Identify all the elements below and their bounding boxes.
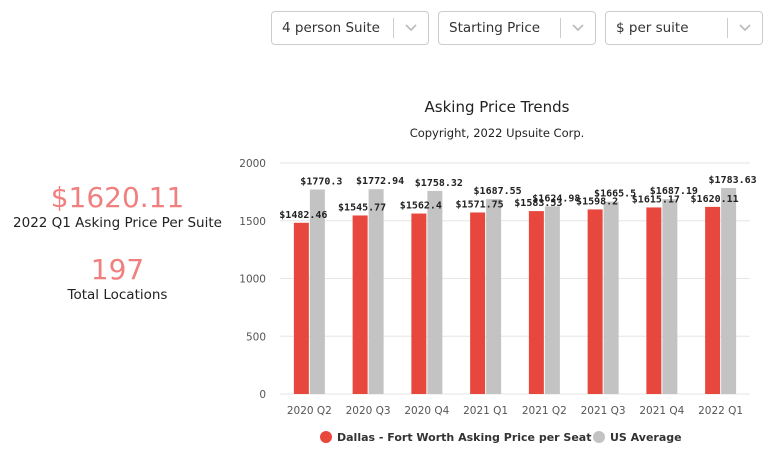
x-tick-label: 2021 Q2 bbox=[522, 405, 567, 417]
data-label: $1624.98 bbox=[532, 193, 580, 204]
asking-price-chart: Asking Price Trends Copyright, 2022 Upsu… bbox=[239, 98, 756, 444]
data-label: $1598.2 bbox=[576, 196, 618, 207]
x-tick-label: 2020 Q2 bbox=[287, 405, 332, 417]
bar-dallas bbox=[587, 209, 603, 394]
asking-price-stat: $1620.11 2022 Q1 Asking Price Per Suite bbox=[0, 181, 235, 232]
y-tick-label: 2000 bbox=[239, 158, 266, 170]
asking-price-value: $1620.11 bbox=[50, 181, 185, 214]
suite-type-dropdown[interactable]: 4 person Suite bbox=[271, 11, 429, 45]
data-label: $1583.53 bbox=[514, 198, 562, 209]
chart-bars bbox=[293, 187, 737, 394]
data-label: $1758.32 bbox=[415, 178, 463, 189]
data-label: $1562.4 bbox=[400, 201, 442, 212]
y-tick-label: 1500 bbox=[239, 216, 266, 228]
data-label: $1783.63 bbox=[709, 175, 757, 186]
chart-title: Asking Price Trends bbox=[425, 98, 570, 116]
locations-stat: 197 Total Locations bbox=[0, 253, 235, 304]
chart-legend: Dallas - Fort Worth Asking Price per Sea… bbox=[320, 431, 682, 444]
bar-us-average bbox=[486, 199, 502, 394]
dropdown-separator bbox=[393, 18, 394, 38]
dropdown-separator bbox=[727, 18, 728, 38]
chevron-down-icon[interactable] bbox=[561, 12, 595, 44]
data-label: $1620.11 bbox=[691, 194, 739, 205]
x-tick-label: 2020 Q4 bbox=[404, 405, 449, 417]
unit-value: $ per suite bbox=[616, 20, 689, 36]
data-label: $1545.77 bbox=[338, 202, 386, 213]
legend-marker-us-average bbox=[593, 431, 605, 443]
data-label: $1687.55 bbox=[474, 186, 522, 197]
data-label: $1665.5 bbox=[594, 189, 636, 200]
bar-us-average bbox=[427, 190, 443, 394]
bar-dallas bbox=[646, 207, 662, 394]
bar-us-average bbox=[309, 189, 325, 394]
data-label: $1615.17 bbox=[632, 194, 680, 205]
bar-us-average bbox=[721, 187, 737, 394]
bar-us-average bbox=[544, 206, 560, 394]
data-label: $1770.3 bbox=[300, 177, 342, 188]
bar-dallas bbox=[470, 212, 486, 394]
chart-subtitle: Copyright, 2022 Upsuite Corp. bbox=[410, 126, 585, 140]
unit-dropdown[interactable]: $ per suite bbox=[605, 11, 763, 45]
bar-us-average bbox=[368, 189, 384, 394]
bar-dallas bbox=[352, 215, 368, 394]
chart-data-labels: $1482.46 $1770.3 $1545.77 $1772.94 $1562.4 $1… bbox=[279, 175, 756, 221]
x-tick-label: 2022 Q1 bbox=[698, 405, 743, 417]
x-tick-label: 2021 Q4 bbox=[639, 405, 684, 417]
chevron-down-icon[interactable] bbox=[728, 12, 762, 44]
bar-us-average bbox=[603, 201, 619, 394]
asking-price-label: 2022 Q1 Asking Price Per Suite bbox=[13, 215, 222, 231]
y-tick-label: 0 bbox=[259, 389, 266, 401]
dropdown-separator bbox=[560, 18, 561, 38]
locations-label: Total Locations bbox=[67, 287, 168, 303]
y-tick-label: 500 bbox=[246, 331, 266, 343]
chevron-down-icon[interactable] bbox=[394, 12, 428, 44]
x-tick-label: 2020 Q3 bbox=[346, 405, 391, 417]
bar-dallas bbox=[528, 211, 544, 394]
y-tick-label: 1000 bbox=[239, 274, 266, 286]
metric-value: Starting Price bbox=[449, 20, 541, 36]
legend-label-us-average: US Average bbox=[610, 431, 682, 444]
legend-label-dallas: Dallas - Fort Worth Asking Price per Sea… bbox=[337, 431, 591, 444]
data-label: $1772.94 bbox=[356, 176, 404, 187]
x-tick-label: 2021 Q1 bbox=[463, 405, 508, 417]
metric-dropdown[interactable]: Starting Price bbox=[438, 11, 596, 45]
bar-us-average bbox=[662, 199, 678, 394]
x-tick-label: 2021 Q3 bbox=[581, 405, 626, 417]
data-label: $1571.75 bbox=[456, 199, 504, 210]
legend-marker-dallas bbox=[320, 431, 332, 443]
bar-dallas bbox=[293, 222, 309, 394]
bar-dallas bbox=[705, 206, 721, 394]
data-label: $1687.19 bbox=[650, 186, 698, 197]
bar-dallas bbox=[411, 213, 427, 394]
chart-x-axis: 2020 Q2 2020 Q3 2020 Q4 2021 Q1 2021 Q2 2021 … bbox=[287, 405, 743, 417]
locations-value: 197 bbox=[90, 253, 145, 286]
suite-type-value: 4 person Suite bbox=[282, 20, 380, 36]
data-label: $1482.46 bbox=[279, 210, 327, 221]
